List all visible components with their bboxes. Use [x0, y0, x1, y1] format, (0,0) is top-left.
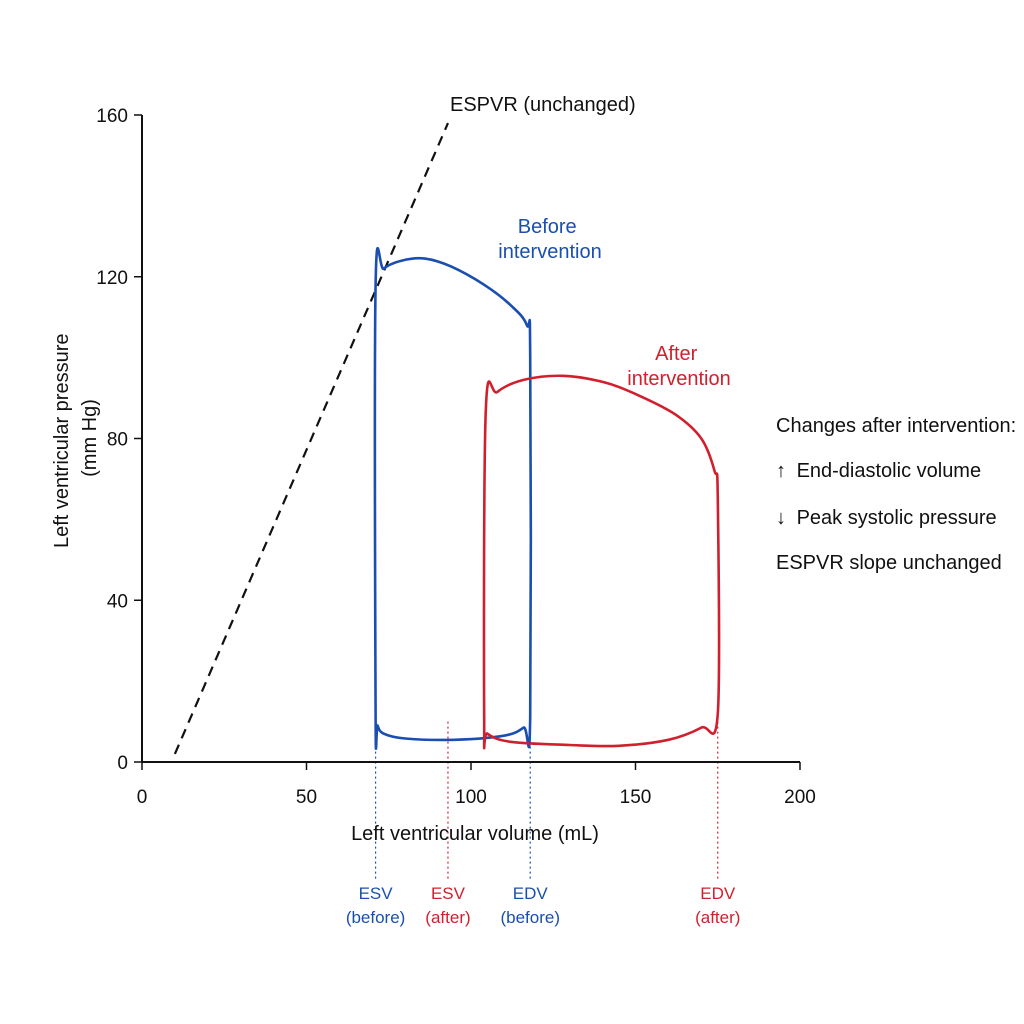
arrow-down-icon: ↓ — [776, 507, 786, 529]
y-tick-label-0: 0 — [117, 753, 128, 774]
y-axis-title-line-1: Left ventricular pressure — [51, 334, 73, 549]
before-series-label: Before intervention — [498, 216, 601, 263]
edv-after-marker-name: EDV — [700, 884, 736, 903]
esv-before-marker-qualifier: (before) — [346, 908, 406, 927]
x-tick-label-200: 200 — [784, 787, 816, 808]
change-item-edv-text: End-diastolic volume — [797, 460, 982, 482]
x-tick-label-50: 50 — [296, 787, 317, 808]
x-tick-label-0: 0 — [137, 787, 148, 808]
before-label-line-2: intervention — [498, 241, 601, 263]
y-tick-label-120: 120 — [96, 268, 128, 289]
arrow-up-icon: ↑ — [776, 460, 786, 482]
pv-loop-before — [373, 247, 533, 750]
esv-after-marker-qualifier: (after) — [425, 908, 470, 927]
y-tick-label-160: 160 — [96, 106, 128, 127]
espvr-label: ESPVR (unchanged) — [450, 94, 636, 116]
y-tick-label-40: 40 — [107, 591, 128, 612]
changes-panel: Changes after intervention: ↑ End-diasto… — [776, 415, 1016, 574]
esv-before-marker-name: ESV — [359, 884, 394, 903]
axes: 0 50 100 150 200 0 40 80 120 160 — [96, 106, 816, 808]
after-label-line-1: After — [655, 343, 698, 365]
after-series-label: After intervention — [627, 343, 730, 390]
edv-after-marker-label: EDV (after) — [695, 884, 740, 927]
change-item-pressure-text: Peak systolic pressure — [797, 507, 997, 529]
x-tick-label-100: 100 — [455, 787, 487, 808]
plot-area: ESV (before) ESV (after) EDV (before) EDV (afte… — [173, 122, 740, 927]
esv-after-marker-name: ESV — [431, 884, 466, 903]
edv-before-marker-qualifier: (before) — [500, 908, 560, 927]
y-axis-title: Left ventricular pressure (mm Hg) — [51, 328, 101, 548]
before-label-line-1: Before — [518, 216, 577, 238]
y-tick-label-80: 80 — [107, 430, 128, 451]
x-axis-title: Left ventricular volume (mL) — [351, 823, 599, 845]
edv-after-marker-qualifier: (after) — [695, 908, 740, 927]
edv-before-marker-label: EDV (before) — [500, 884, 560, 927]
change-item-pressure: ↓ Peak systolic pressure — [776, 507, 997, 529]
esv-before-marker-label: ESV (before) — [346, 884, 406, 927]
changes-heading: Changes after intervention: — [776, 415, 1016, 437]
espvr-line — [173, 122, 449, 755]
y-axis-title-line-2: (mm Hg) — [79, 399, 101, 477]
change-item-edv: ↑ End-diastolic volume — [776, 460, 981, 482]
x-tick-label-150: 150 — [620, 787, 652, 808]
esv-after-marker-label: ESV (after) — [425, 884, 470, 927]
after-label-line-2: intervention — [627, 368, 730, 390]
change-item-espvr: ESPVR slope unchanged — [776, 552, 1002, 574]
edv-before-marker-name: EDV — [513, 884, 549, 903]
pv-loop-after — [482, 374, 721, 750]
